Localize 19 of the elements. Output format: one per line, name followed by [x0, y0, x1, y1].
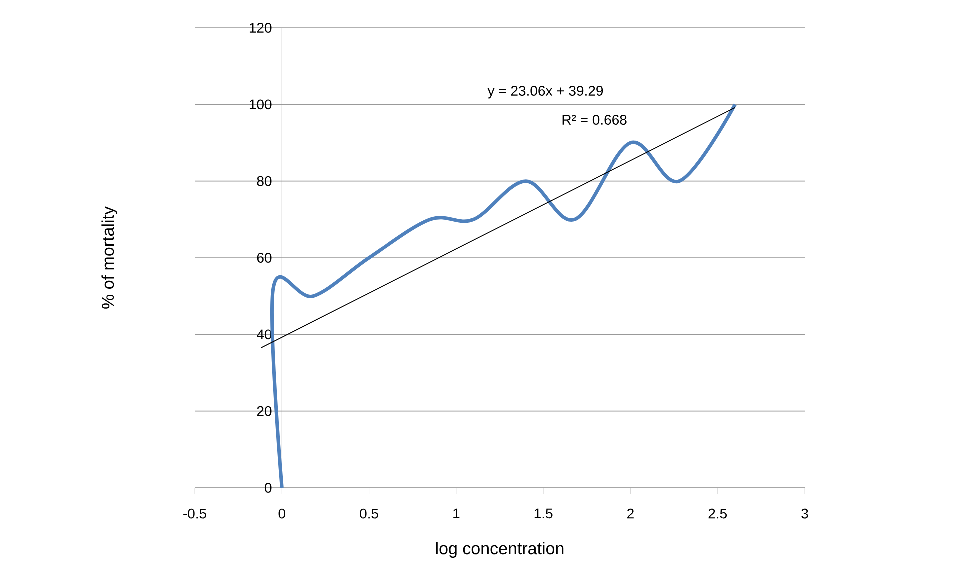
y-tick-label: 0 [265, 483, 272, 493]
x-tick-label: 2.5 [708, 508, 728, 519]
annotation: y = 23.06x + 39.29 [488, 86, 604, 99]
x-tick-label: 0.5 [360, 508, 378, 519]
x-tick-label: 1.5 [534, 508, 553, 519]
annotation: R² = 0.668 [562, 115, 627, 125]
y-tick-label: 60 [257, 253, 272, 263]
y-tick-label: 100 [250, 100, 272, 110]
y-tick-label: 120 [250, 23, 272, 33]
y-axis-title: % of mortality [102, 206, 118, 309]
x-tick-label: 3 [802, 508, 808, 519]
x-tick-label: 2 [628, 508, 634, 519]
x-tick-label: 0 [278, 508, 286, 519]
x-tick-label: 1 [454, 508, 460, 518]
y-tick-label: 20 [257, 406, 272, 416]
x-axis-title: log concentration [436, 542, 564, 558]
x-tick-label: -0.5 [184, 508, 206, 519]
y-tick-label: 80 [257, 176, 272, 186]
line-series [270, 102, 738, 490]
